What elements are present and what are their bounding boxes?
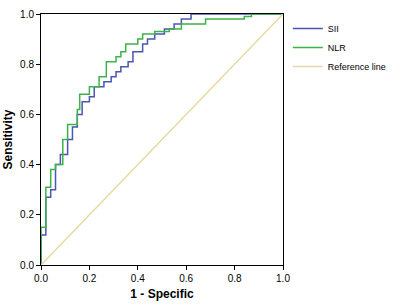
svg-text:1.0: 1.0 bbox=[276, 273, 290, 284]
svg-text:1 - Specific: 1 - Specific bbox=[130, 287, 194, 301]
svg-text:0.4: 0.4 bbox=[131, 273, 145, 284]
svg-text:1.0: 1.0 bbox=[20, 9, 34, 20]
svg-text:0.8: 0.8 bbox=[228, 273, 242, 284]
svg-text:0.4: 0.4 bbox=[20, 159, 34, 170]
svg-text:0.8: 0.8 bbox=[20, 59, 34, 70]
svg-text:0.0: 0.0 bbox=[20, 260, 34, 271]
svg-text:NLR: NLR bbox=[328, 43, 347, 53]
svg-text:0.2: 0.2 bbox=[82, 273, 96, 284]
svg-text:0.0: 0.0 bbox=[34, 273, 48, 284]
svg-text:SII: SII bbox=[328, 24, 339, 34]
svg-text:0.6: 0.6 bbox=[179, 273, 193, 284]
svg-text:Reference line: Reference line bbox=[328, 62, 386, 72]
svg-text:0.2: 0.2 bbox=[20, 209, 34, 220]
svg-text:Sensitivity: Sensitivity bbox=[1, 109, 15, 169]
svg-text:0.6: 0.6 bbox=[20, 109, 34, 120]
